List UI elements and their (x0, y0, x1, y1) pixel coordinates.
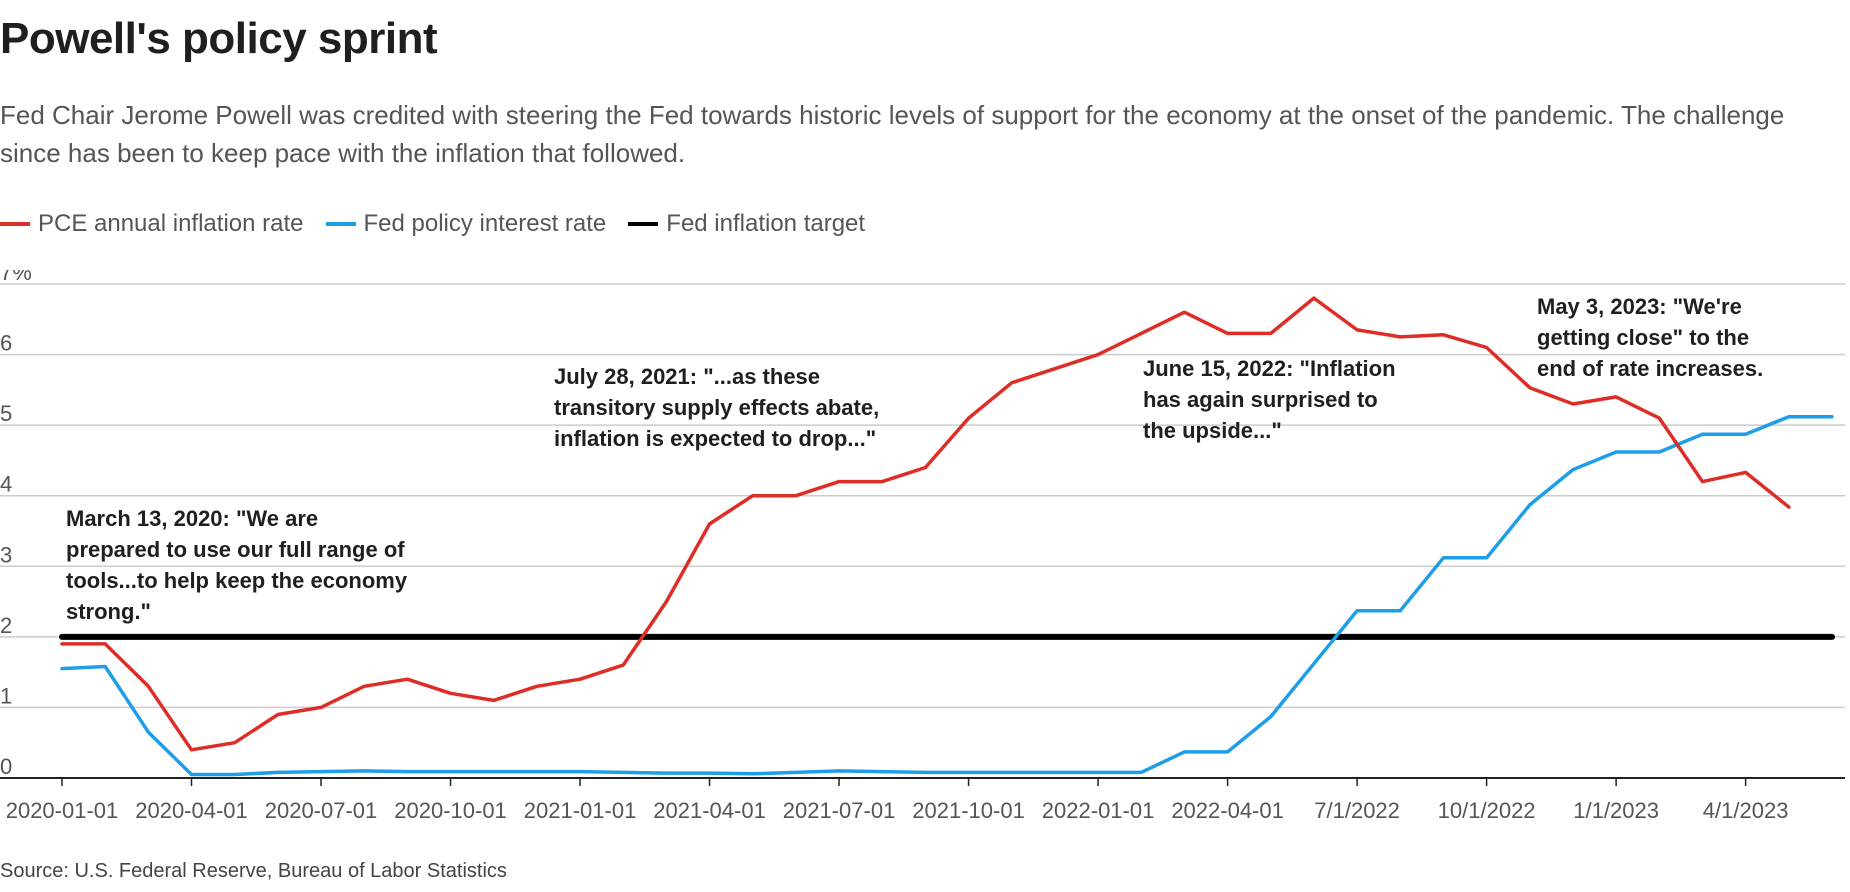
series-line-1 (60, 414, 1834, 777)
y-tick-label-3: 3 (0, 542, 12, 567)
x-tick-label-11: 10/1/2022 (1438, 798, 1536, 823)
annotation-july-2021-line-2: inflation is expected to drop..." (554, 426, 876, 451)
x-tick-label-8: 2022-01-01 (1042, 798, 1155, 823)
annotation-may-2023: May 3, 2023: "We're getting close" to the… (1537, 294, 1763, 381)
x-tick-label-5: 2021-04-01 (653, 798, 766, 823)
y-tick-label-0: 0 (0, 754, 12, 779)
legend-swatch-pce (0, 222, 30, 226)
x-tick-label-13: 4/1/2023 (1703, 798, 1789, 823)
legend-label-pce: PCE annual inflation rate (38, 210, 304, 237)
y-tick-label-6: 6 (0, 331, 12, 356)
x-tick-label-2: 2020-07-01 (265, 798, 378, 823)
annotation-march-2020-line-2: tools...to help keep the economy (66, 568, 408, 593)
y-tick-label-5: 5 (0, 401, 12, 426)
annotations: March 13, 2020: "We are prepared to use o… (66, 294, 1763, 624)
legend-item-fed-rate[interactable]: Fed policy interest rate (325, 210, 607, 238)
x-tick-label-3: 2020-10-01 (394, 798, 507, 823)
x-tick-label-12: 1/1/2023 (1573, 798, 1659, 823)
annotation-march-2020-line-3: strong." (66, 599, 151, 624)
source-note: Source: U.S. Federal Reserve, Bureau of … (0, 860, 507, 882)
annotation-march-2020-line-1: prepared to use our full range of (66, 537, 405, 562)
annotation-july-2021-line-1: transitory supply effects abate, (554, 395, 879, 420)
annotation-may-2023-line-0: May 3, 2023: "We're (1537, 294, 1742, 319)
legend-swatch-fed-rate (325, 222, 356, 226)
annotation-june-2022-line-0: June 15, 2022: "Inflation (1143, 356, 1396, 381)
annotation-june-2022-line-1: has again surprised to (1143, 387, 1378, 412)
annotation-may-2023-line-1: getting close" to the (1537, 325, 1749, 350)
legend-label-target: Fed inflation target (666, 210, 866, 237)
annotation-july-2021: July 28, 2021: "...as these transitory su… (554, 364, 879, 451)
x-tick-label-6: 2021-07-01 (783, 798, 896, 823)
axes: 0 1 2 3 4 5 6 7% 2020-01-01 2020-04-01 2020-07-01 2… (0, 270, 1845, 823)
y-tick-label-2: 2 (0, 613, 12, 638)
x-tick-label-0: 2020-01-01 (6, 798, 119, 823)
x-tick-label-10: 7/1/2022 (1314, 798, 1400, 823)
series-line-0 (60, 296, 1791, 752)
x-tick-label-4: 2021-01-01 (524, 798, 637, 823)
x-tick-label-9: 2022-04-01 (1171, 798, 1284, 823)
x-tick-label-1: 2020-04-01 (135, 798, 248, 823)
chart-subtitle: Fed Chair Jerome Powell was credited wit… (0, 100, 1785, 168)
line-chart: 0 1 2 3 4 5 6 7% 2020-01-01 2020-04-01 2020-07-01 2… (0, 270, 1845, 823)
x-tick-label-7: 2021-10-01 (912, 798, 1025, 823)
annotation-march-2020-line-0: March 13, 2020: "We are (66, 506, 318, 531)
legend-swatch-target (628, 222, 659, 226)
legend: PCE annual inflation rate Fed policy int… (0, 210, 865, 238)
legend-item-target[interactable]: Fed inflation target (628, 210, 865, 238)
annotation-march-2020: March 13, 2020: "We are prepared to use o… (66, 506, 408, 624)
annotation-may-2023-line-2: end of rate increases. (1537, 356, 1763, 381)
y-tick-label-4: 4 (0, 472, 12, 497)
legend-item-pce[interactable]: PCE annual inflation rate (0, 210, 304, 238)
legend-label-fed-rate: Fed policy interest rate (363, 210, 607, 237)
series-lines (59, 296, 1835, 777)
chart-title: Powell's policy sprint (0, 14, 438, 63)
y-tick-label-1: 1 (0, 683, 12, 708)
annotation-june-2022-line-2: the upside..." (1143, 418, 1282, 443)
annotation-june-2022: June 15, 2022: "Inflation has again surpr… (1143, 356, 1396, 443)
annotation-july-2021-line-0: July 28, 2021: "...as these (554, 364, 820, 389)
y-tick-label-7: 7% (0, 270, 32, 285)
